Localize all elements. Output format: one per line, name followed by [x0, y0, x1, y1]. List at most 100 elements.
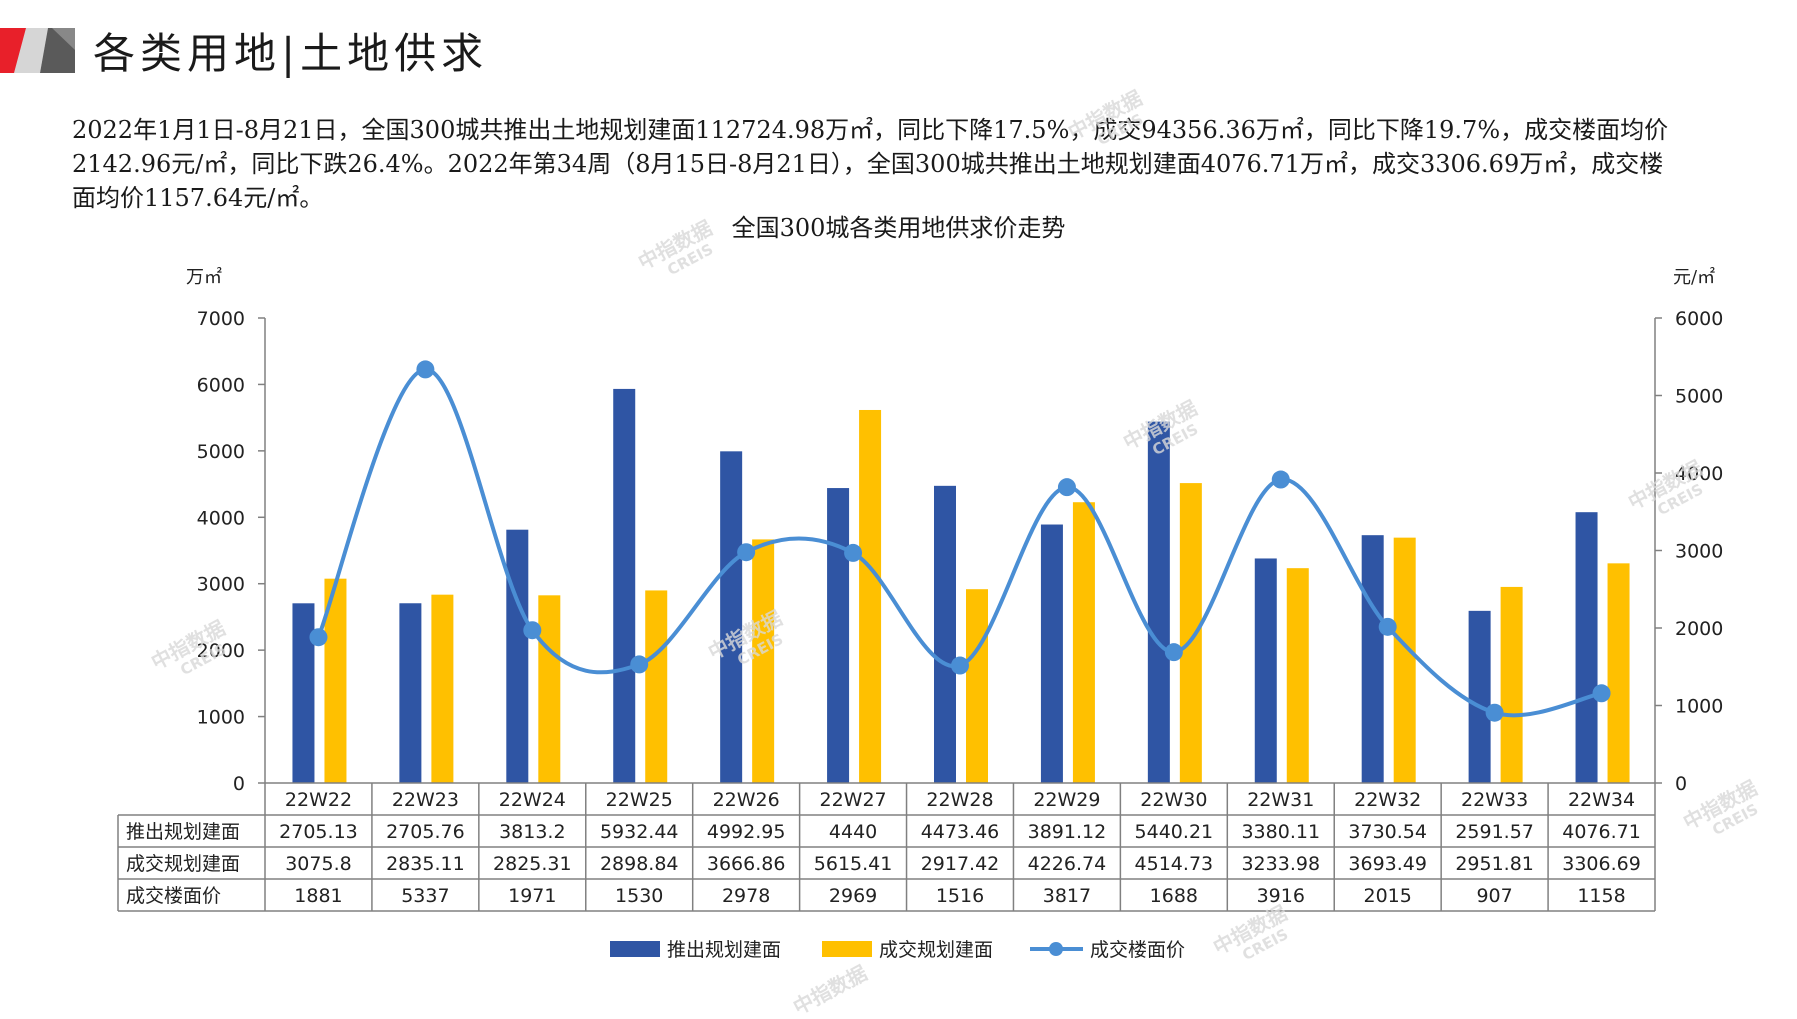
x-tick-label: 22W22	[285, 789, 352, 811]
bar-supply	[934, 485, 956, 783]
data-label: 2951.81	[1455, 853, 1534, 875]
data-label: 3817	[1043, 885, 1091, 907]
y-tick-label-right: 6000	[1675, 308, 1723, 330]
y-tick-label-left: 3000	[197, 574, 245, 596]
x-tick-label: 22W28	[926, 789, 993, 811]
point-price	[951, 656, 969, 675]
bar-supply	[1040, 524, 1063, 783]
data-label: 5932.44	[600, 821, 679, 843]
data-label: 3306.69	[1562, 853, 1641, 875]
y-tick-label-right: 0	[1675, 773, 1687, 795]
data-label: 2705.76	[386, 821, 465, 843]
data-label: 2591.57	[1455, 821, 1534, 843]
bar-deal	[966, 589, 988, 783]
table-row-header: 成交规划建面	[126, 853, 240, 875]
brand-logo-mark	[0, 28, 75, 73]
summary-text: 2022年1月1日-8月21日，全国300城共推出土地规划建面112724.98…	[72, 113, 1722, 215]
data-label: 5615.41	[814, 853, 893, 875]
point-price	[1485, 703, 1504, 722]
data-label: 1158	[1577, 885, 1625, 907]
bar-supply	[1575, 512, 1598, 783]
x-tick-label: 22W24	[499, 789, 566, 811]
point-price	[416, 360, 435, 379]
x-tick-label: 22W34	[1568, 789, 1635, 811]
bar-supply	[506, 529, 529, 783]
data-label: 3730.54	[1348, 821, 1427, 843]
bar-deal	[1072, 502, 1095, 783]
point-price	[309, 628, 328, 647]
bar-supply	[613, 388, 636, 783]
point-price	[630, 655, 649, 674]
table-row-header: 推出规划建面	[126, 821, 240, 843]
point-price	[1057, 478, 1076, 497]
x-tick-label: 22W32	[1354, 789, 1421, 811]
y-tick-label-right: 2000	[1675, 618, 1723, 640]
bar-deal	[1179, 483, 1202, 783]
bar-deal	[1286, 568, 1309, 783]
x-tick-label: 22W27	[820, 789, 887, 811]
y-axis-unit-right: 元/㎡	[1673, 266, 1715, 288]
data-label: 5440.21	[1135, 821, 1214, 843]
bar-deal	[1500, 586, 1523, 783]
bar-deal	[645, 590, 668, 783]
bar-supply	[292, 603, 315, 783]
point-price	[844, 543, 863, 562]
x-tick-label: 22W23	[392, 789, 459, 811]
data-label: 3666.86	[707, 853, 786, 875]
data-label: 2917.42	[921, 853, 1000, 875]
x-tick-label: 22W25	[606, 789, 673, 811]
data-label: 2835.11	[386, 853, 465, 875]
y-tick-label-left: 0	[233, 773, 245, 795]
data-label: 1971	[508, 885, 556, 907]
bar-deal	[431, 594, 454, 783]
x-tick-label: 22W29	[1033, 789, 1100, 811]
x-tick-label: 22W30	[1140, 789, 1207, 811]
data-label: 4440	[829, 821, 877, 843]
data-label: 1881	[294, 885, 342, 907]
data-label: 2898.84	[600, 853, 679, 875]
y-tick-label-right: 1000	[1675, 696, 1723, 718]
data-label: 907	[1476, 885, 1512, 907]
bar-deal	[538, 595, 561, 783]
data-label: 3380.11	[1241, 821, 1320, 843]
x-tick-label: 22W26	[713, 789, 780, 811]
bar-supply	[720, 451, 743, 783]
y-tick-label-right: 5000	[1675, 386, 1723, 408]
data-label: 2015	[1364, 885, 1412, 907]
chart-title: 全国300城各类用地供求价走势	[731, 214, 1066, 242]
bar-supply	[1361, 535, 1384, 783]
page-title: 各类用地|土地供求	[93, 29, 489, 78]
summary-line: 2022年1月1日-8月21日，全国300城共推出土地规划建面112724.98…	[72, 116, 1669, 144]
bar-deal	[1607, 563, 1630, 783]
data-label: 4226.74	[1028, 853, 1107, 875]
y-tick-label-right: 4000	[1675, 463, 1723, 485]
data-label: 3813.2	[499, 821, 565, 843]
data-label: 4992.95	[707, 821, 786, 843]
data-label: 4076.71	[1562, 821, 1641, 843]
bar-deal	[1393, 537, 1416, 783]
summary-line: 2142.96元/㎡，同比下跌26.4%。2022年第34周（8月15日-8月2…	[72, 150, 1664, 178]
legend-label: 推出规划建面	[667, 939, 781, 961]
point-price	[523, 621, 542, 640]
data-label: 4473.46	[921, 821, 1000, 843]
y-tick-label-left: 4000	[197, 507, 245, 529]
legend-swatch-deal	[822, 941, 872, 957]
bar-supply	[399, 603, 422, 783]
data-label: 2969	[829, 885, 877, 907]
data-label: 1530	[615, 885, 663, 907]
point-price	[1271, 470, 1290, 489]
data-label: 3916	[1257, 885, 1305, 907]
data-label: 5337	[401, 885, 449, 907]
data-label: 3075.8	[285, 853, 351, 875]
data-label: 3693.49	[1348, 853, 1427, 875]
data-label: 3891.12	[1028, 821, 1107, 843]
bar-supply	[827, 488, 850, 783]
legend-swatch-supply	[610, 941, 660, 957]
legend-label: 成交楼面价	[1090, 939, 1185, 961]
bar-supply	[1147, 421, 1170, 783]
point-price	[737, 543, 756, 562]
bar-deal	[859, 409, 882, 783]
x-tick-label: 22W33	[1461, 789, 1528, 811]
data-label: 4514.73	[1135, 853, 1214, 875]
